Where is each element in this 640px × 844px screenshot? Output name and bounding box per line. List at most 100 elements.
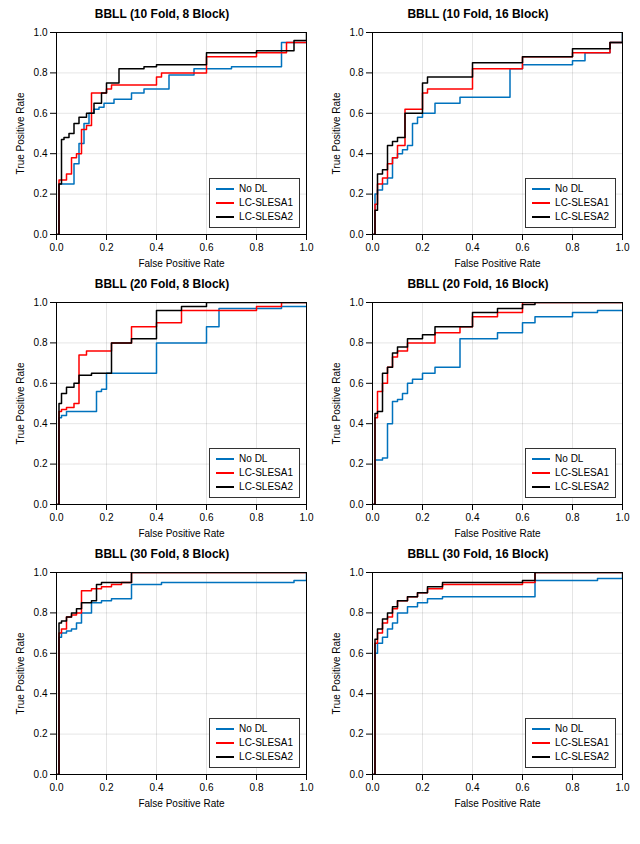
svg-text:0.8: 0.8 — [250, 782, 264, 793]
svg-text:True Positive Rate: True Positive Rate — [15, 632, 26, 714]
svg-text:0.4: 0.4 — [34, 418, 48, 429]
svg-text:0.2: 0.2 — [416, 242, 430, 253]
svg-text:0.0: 0.0 — [350, 499, 364, 510]
svg-text:1.0: 1.0 — [34, 297, 48, 308]
svg-text:0.6: 0.6 — [200, 242, 214, 253]
svg-text:True Positive Rate: True Positive Rate — [331, 632, 342, 714]
svg-text:0.2: 0.2 — [100, 512, 114, 523]
html-text:BBLL (20 Fold, 16 Block): BBLL (20 Fold, 16 Block) — [407, 277, 549, 291]
svg-text:0.8: 0.8 — [250, 242, 264, 253]
svg-text:0.8: 0.8 — [566, 782, 580, 793]
svg-text:0.6: 0.6 — [350, 648, 364, 659]
svg-text:0.4: 0.4 — [350, 688, 364, 699]
html-text:BBLL (10 Fold, 8 Block): BBLL (10 Fold, 8 Block) — [94, 7, 230, 21]
html-text:No DL: No DL — [239, 453, 268, 464]
html-text:BBLL (10 Fold, 16 Block): BBLL (10 Fold, 16 Block) — [407, 7, 549, 21]
svg-text:0.4: 0.4 — [150, 512, 164, 523]
html-text:LC-SLESA1: LC-SLESA1 — [239, 197, 293, 208]
svg-text:0.0: 0.0 — [50, 242, 64, 253]
svg-text:True Positive Rate: True Positive Rate — [331, 362, 342, 444]
svg-text:1.0: 1.0 — [34, 567, 48, 578]
svg-text:0.4: 0.4 — [34, 148, 48, 159]
svg-text:0.6: 0.6 — [34, 648, 48, 659]
svg-text:0.2: 0.2 — [416, 512, 430, 523]
svg-text:0.8: 0.8 — [350, 607, 364, 618]
svg-text:0.2: 0.2 — [34, 458, 48, 469]
svg-text:1.0: 1.0 — [616, 782, 630, 793]
svg-text:1.0: 1.0 — [350, 27, 364, 38]
svg-text:0.0: 0.0 — [366, 512, 380, 523]
svg-text:False Positive Rate: False Positive Rate — [138, 798, 225, 809]
svg-text:1.0: 1.0 — [350, 567, 364, 578]
svg-text:False Positive Rate: False Positive Rate — [138, 528, 225, 539]
svg-text:0.4: 0.4 — [34, 688, 48, 699]
html-text:No DL: No DL — [555, 183, 584, 194]
svg-text:0.2: 0.2 — [34, 188, 48, 199]
svg-text:False Positive Rate: False Positive Rate — [138, 258, 225, 269]
svg-text:0.0: 0.0 — [366, 242, 380, 253]
html-text:BBLL (30 Fold, 16 Block): BBLL (30 Fold, 16 Block) — [407, 547, 549, 561]
svg-text:0.8: 0.8 — [566, 512, 580, 523]
svg-text:0.6: 0.6 — [350, 378, 364, 389]
svg-text:0.4: 0.4 — [150, 782, 164, 793]
svg-text:1.0: 1.0 — [300, 512, 314, 523]
svg-text:0.2: 0.2 — [100, 782, 114, 793]
html-text:No DL: No DL — [239, 183, 268, 194]
svg-text:0.0: 0.0 — [50, 512, 64, 523]
svg-text:1.0: 1.0 — [616, 512, 630, 523]
svg-text:0.8: 0.8 — [566, 242, 580, 253]
svg-text:False Positive Rate: False Positive Rate — [454, 258, 541, 269]
svg-text:0.4: 0.4 — [150, 242, 164, 253]
svg-text:0.0: 0.0 — [50, 782, 64, 793]
svg-text:0.6: 0.6 — [516, 512, 530, 523]
svg-text:0.4: 0.4 — [350, 418, 364, 429]
svg-text:0.6: 0.6 — [350, 108, 364, 119]
svg-text:1.0: 1.0 — [350, 297, 364, 308]
svg-text:True Positive Rate: True Positive Rate — [331, 92, 342, 174]
svg-text:1.0: 1.0 — [300, 242, 314, 253]
html-text:LC-SLESA2: LC-SLESA2 — [239, 481, 293, 492]
svg-text:0.2: 0.2 — [350, 458, 364, 469]
html-text:LC-SLESA2: LC-SLESA2 — [239, 211, 293, 222]
svg-text:1.0: 1.0 — [34, 27, 48, 38]
svg-text:0.2: 0.2 — [350, 188, 364, 199]
svg-text:0.2: 0.2 — [100, 242, 114, 253]
svg-text:0.6: 0.6 — [34, 108, 48, 119]
svg-text:False Positive Rate: False Positive Rate — [454, 798, 541, 809]
svg-text:0.2: 0.2 — [34, 728, 48, 739]
svg-text:0.4: 0.4 — [466, 782, 480, 793]
html-text:BBLL (20 Fold, 8 Block): BBLL (20 Fold, 8 Block) — [94, 277, 230, 291]
svg-text:0.8: 0.8 — [350, 337, 364, 348]
svg-text:0.2: 0.2 — [416, 782, 430, 793]
svg-text:0.8: 0.8 — [34, 337, 48, 348]
html-text:LC-SLESA1: LC-SLESA1 — [555, 197, 609, 208]
html-text:LC-SLESA1: LC-SLESA1 — [239, 467, 293, 478]
svg-text:0.0: 0.0 — [366, 782, 380, 793]
svg-text:0.6: 0.6 — [516, 782, 530, 793]
svg-text:1.0: 1.0 — [300, 782, 314, 793]
svg-text:0.8: 0.8 — [34, 607, 48, 618]
svg-text:False Positive Rate: False Positive Rate — [454, 528, 541, 539]
svg-text:0.0: 0.0 — [34, 499, 48, 510]
svg-text:0.4: 0.4 — [466, 242, 480, 253]
svg-text:0.6: 0.6 — [200, 782, 214, 793]
svg-text:0.8: 0.8 — [250, 512, 264, 523]
svg-text:0.0: 0.0 — [350, 229, 364, 240]
svg-text:1.0: 1.0 — [616, 242, 630, 253]
svg-text:0.6: 0.6 — [200, 512, 214, 523]
svg-text:0.8: 0.8 — [350, 67, 364, 78]
html-text:BBLL (30 Fold, 8 Block): BBLL (30 Fold, 8 Block) — [94, 547, 230, 561]
svg-text:0.4: 0.4 — [466, 512, 480, 523]
svg-text:True Positive Rate: True Positive Rate — [15, 92, 26, 174]
svg-text:True Positive Rate: True Positive Rate — [15, 362, 26, 444]
svg-text:0.6: 0.6 — [34, 378, 48, 389]
svg-text:0.0: 0.0 — [34, 769, 48, 780]
svg-text:0.4: 0.4 — [350, 148, 364, 159]
svg-text:0.6: 0.6 — [516, 242, 530, 253]
html-text:No DL: No DL — [555, 453, 584, 464]
svg-text:0.0: 0.0 — [350, 769, 364, 780]
svg-text:0.0: 0.0 — [34, 229, 48, 240]
svg-text:0.2: 0.2 — [350, 728, 364, 739]
html-text:LC-SLESA2: LC-SLESA2 — [555, 211, 609, 222]
svg-text:0.8: 0.8 — [34, 67, 48, 78]
